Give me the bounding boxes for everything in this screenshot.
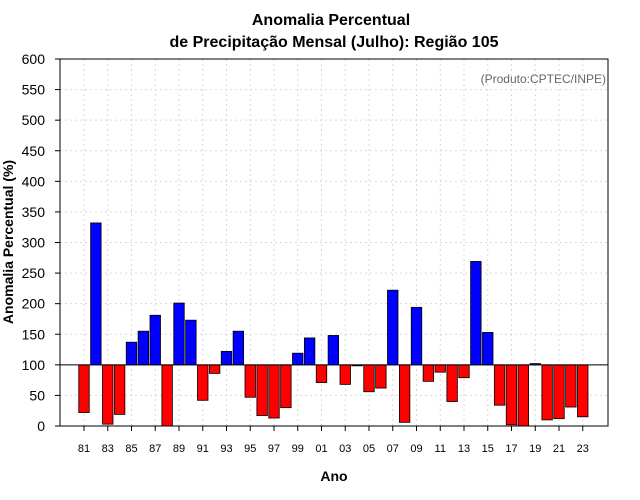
bar-06 [375, 364, 387, 389]
x-tick-label: 09 [410, 443, 422, 455]
x-tick-label: 91 [197, 443, 209, 455]
bar-16 [493, 364, 506, 406]
bar-94 [232, 330, 245, 366]
y-tick-label: 300 [22, 235, 46, 251]
y-tick-label: 550 [22, 82, 46, 98]
x-axis-title: Ano [320, 468, 347, 484]
x-tick-label: 05 [363, 443, 375, 455]
bar-82 [90, 222, 102, 366]
y-axis-ticks: 0 50 100 150 200 250 300 350 400 450 500 550 600 [22, 51, 60, 434]
bar-21 [553, 364, 565, 420]
y-tick-label: 450 [22, 143, 46, 159]
bar-98 [280, 364, 292, 409]
bar-02 [327, 335, 340, 366]
x-tick-label: 93 [220, 443, 232, 455]
bar-00 [303, 337, 316, 366]
credit-label: (Produto:CPTEC/INPE) [481, 72, 606, 86]
y-tick-label: 400 [22, 173, 46, 189]
x-tick-label: 89 [173, 443, 185, 455]
bar-97 [268, 364, 280, 419]
bar-10 [422, 364, 435, 382]
bar-08 [398, 364, 411, 423]
bar-01 [315, 364, 328, 383]
bar-95 [244, 364, 256, 398]
bar-14 [470, 261, 482, 366]
bar-18 [517, 364, 530, 427]
x-tick-label: 07 [387, 443, 399, 455]
y-tick-label: 100 [22, 357, 46, 373]
x-tick-label: 23 [577, 443, 589, 455]
x-tick-label: 17 [505, 443, 517, 455]
bar-20 [541, 364, 553, 421]
y-tick-label: 0 [37, 418, 45, 434]
bar-22 [565, 364, 577, 408]
bar-87 [149, 314, 161, 366]
bar-05 [363, 364, 375, 393]
bar-81 [78, 364, 90, 413]
bar-91 [197, 364, 209, 401]
chart-title-line1: Anomalia Percentual [252, 12, 410, 29]
y-tick-label: 200 [22, 296, 46, 312]
y-tick-label: 350 [22, 204, 46, 220]
chart-title-line2: de Precipitação Mensal (Julho): Região 1… [170, 34, 499, 51]
bar-89 [173, 302, 185, 366]
bar-09 [410, 306, 423, 366]
bar-12 [446, 364, 458, 402]
x-tick-label: 19 [529, 443, 541, 455]
bar-99 [292, 352, 304, 366]
y-tick-label: 150 [22, 326, 46, 342]
x-tick-label: 95 [244, 443, 256, 455]
bar-13 [458, 364, 470, 379]
x-tick-label: 11 [435, 443, 446, 455]
bar-86 [137, 330, 150, 366]
x-axis-ticks: 81 83 85 87 89 91 93 95 97 99 01 03 05 07 09 11 13 15 17 19… [78, 426, 589, 455]
y-tick-label: 600 [22, 51, 46, 67]
bar-03 [339, 364, 351, 385]
bar-15 [482, 332, 494, 366]
x-tick-label: 03 [339, 443, 351, 455]
x-tick-label: 83 [102, 443, 114, 455]
bar-84 [113, 364, 126, 415]
x-tick-label: 81 [78, 443, 90, 455]
x-tick-label: 97 [268, 443, 280, 455]
bar-07 [387, 289, 399, 366]
y-axis-title: Anomalia Percentual (%) [0, 160, 16, 324]
x-tick-label: 13 [458, 443, 470, 455]
y-tick-label: 500 [22, 112, 46, 128]
x-tick-label: 01 [315, 443, 327, 455]
bar-83 [102, 364, 114, 425]
x-tick-label: 87 [149, 443, 161, 455]
y-tick-label: 50 [29, 387, 45, 403]
bar-90 [185, 319, 197, 366]
x-tick-label: 21 [553, 443, 565, 455]
bar-92 [208, 364, 221, 374]
bar-17 [505, 364, 518, 426]
bar-85 [125, 341, 138, 366]
bar-88 [161, 364, 173, 427]
bar-93 [220, 350, 233, 366]
x-tick-label: 99 [292, 443, 304, 455]
x-tick-label: 15 [482, 443, 494, 455]
x-tick-label: 85 [125, 443, 137, 455]
bars [78, 222, 589, 427]
bar-96 [256, 364, 268, 417]
bar-23 [577, 364, 589, 418]
bar-11 [434, 364, 446, 373]
y-tick-label: 250 [22, 265, 46, 281]
